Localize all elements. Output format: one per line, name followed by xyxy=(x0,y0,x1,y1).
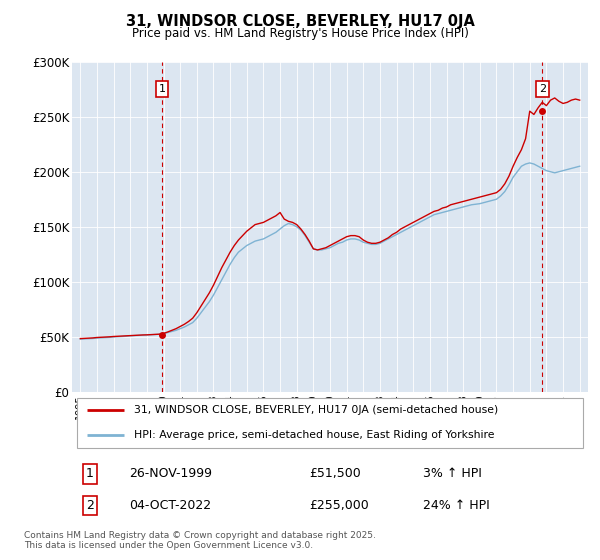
Text: HPI: Average price, semi-detached house, East Riding of Yorkshire: HPI: Average price, semi-detached house,… xyxy=(134,430,494,440)
Text: 3% ↑ HPI: 3% ↑ HPI xyxy=(423,468,482,480)
Text: Contains HM Land Registry data © Crown copyright and database right 2025.
This d: Contains HM Land Registry data © Crown c… xyxy=(24,531,376,550)
Text: 2: 2 xyxy=(539,84,546,94)
Text: 31, WINDSOR CLOSE, BEVERLEY, HU17 0JA (semi-detached house): 31, WINDSOR CLOSE, BEVERLEY, HU17 0JA (s… xyxy=(134,405,498,416)
Text: 24% ↑ HPI: 24% ↑ HPI xyxy=(423,499,490,512)
Text: 31, WINDSOR CLOSE, BEVERLEY, HU17 0JA: 31, WINDSOR CLOSE, BEVERLEY, HU17 0JA xyxy=(125,14,475,29)
FancyBboxPatch shape xyxy=(77,398,583,448)
Text: 26-NOV-1999: 26-NOV-1999 xyxy=(129,468,212,480)
Text: 2: 2 xyxy=(86,499,94,512)
Text: 1: 1 xyxy=(86,468,94,480)
Text: 04-OCT-2022: 04-OCT-2022 xyxy=(129,499,211,512)
Text: Price paid vs. HM Land Registry's House Price Index (HPI): Price paid vs. HM Land Registry's House … xyxy=(131,27,469,40)
Text: £255,000: £255,000 xyxy=(310,499,369,512)
Text: £51,500: £51,500 xyxy=(310,468,361,480)
Text: 1: 1 xyxy=(158,84,166,94)
